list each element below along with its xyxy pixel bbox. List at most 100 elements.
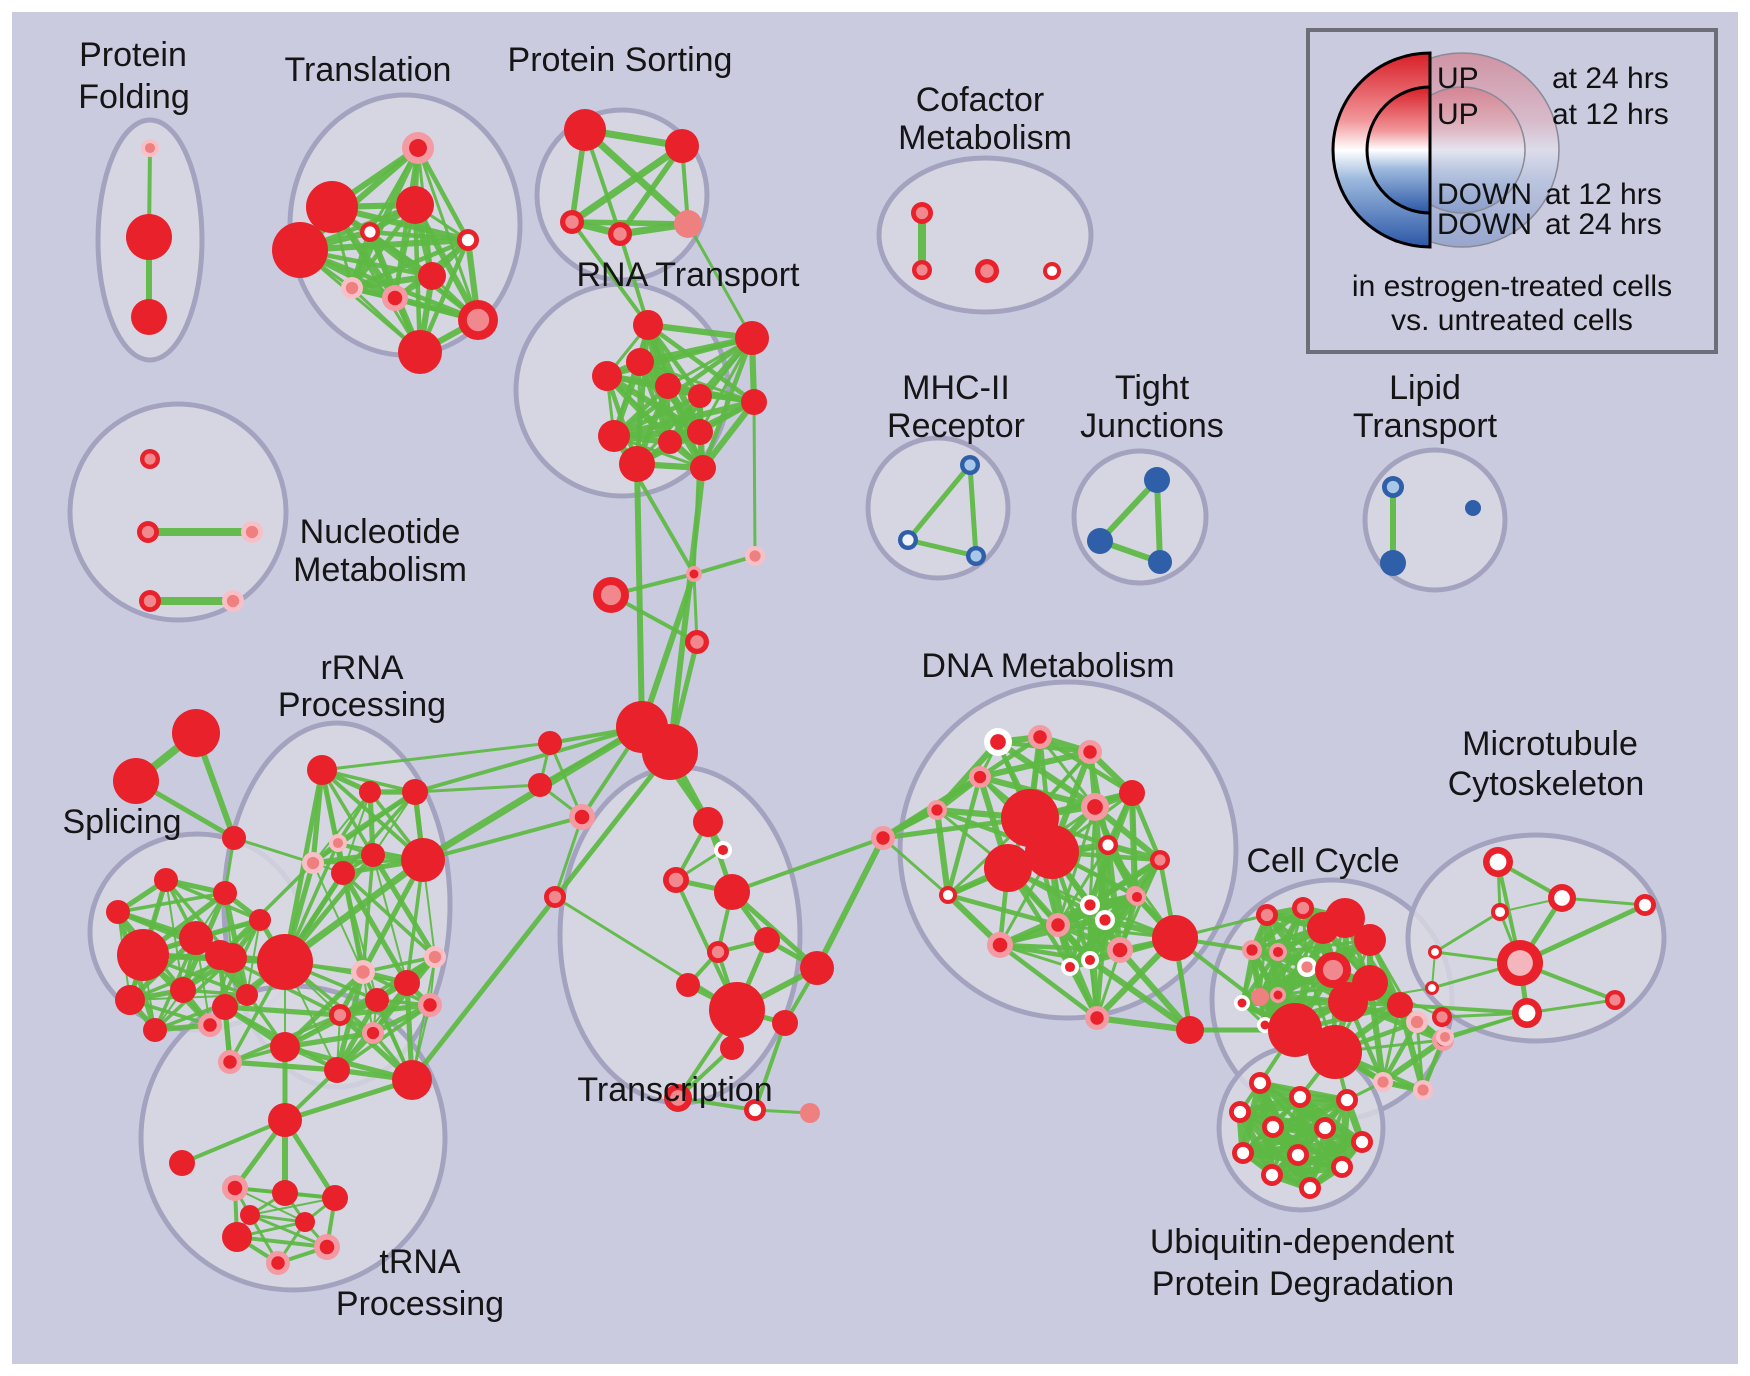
- network-node-ring: [984, 844, 1032, 892]
- network-node-center: [1431, 948, 1439, 956]
- network-node-center: [1051, 918, 1065, 932]
- network-node-center: [1236, 1146, 1250, 1160]
- network-node-center: [1272, 946, 1284, 958]
- network-link-edge: [814, 835, 886, 971]
- network-node-center: [428, 950, 442, 964]
- network-node-ring: [331, 861, 355, 885]
- network-edge: [977, 734, 1043, 780]
- cluster-ellipse-cofactor-metabolism: [876, 155, 1094, 315]
- network-node-ring: [1119, 780, 1145, 806]
- legend-caption-line1: in estrogen-treated cells: [1352, 270, 1672, 303]
- network-link-edge: [570, 220, 650, 327]
- network-node-ring: [154, 868, 178, 892]
- network-node-center: [1638, 898, 1652, 912]
- cluster-label-splicing: Splicing: [62, 803, 181, 841]
- network-node-ring: [665, 129, 699, 163]
- network-link-edge: [618, 232, 650, 327]
- network-edge: [1068, 895, 1139, 969]
- network-node-ring: [418, 262, 446, 290]
- network-edge: [905, 537, 979, 559]
- cluster-label-protein-folding: Folding: [78, 78, 190, 116]
- network-node-center: [1112, 942, 1128, 958]
- cluster-label-tight-junctions: Tight: [1115, 369, 1190, 407]
- network-node-center: [1494, 906, 1506, 918]
- network-node-ring: [735, 321, 769, 355]
- network-node-center: [670, 1090, 686, 1106]
- network-node-ring: [324, 1057, 350, 1083]
- network-node-ring: [205, 940, 235, 970]
- network-node-center: [1293, 1090, 1307, 1104]
- network-edge: [1396, 1001, 1427, 1094]
- network-node-ring: [800, 951, 834, 985]
- cluster-label-microtubule-cytoskeleton: Microtubule: [1462, 725, 1638, 763]
- network-node-center: [548, 890, 562, 904]
- network-node-center: [1033, 730, 1047, 744]
- network-edge: [235, 1235, 329, 1249]
- network-edge: [905, 462, 973, 543]
- legend-direction-label: UP: [1437, 62, 1479, 95]
- network-node-center: [1090, 1011, 1104, 1025]
- network-node-ring: [626, 348, 654, 376]
- network-node-center: [717, 844, 729, 856]
- network-node-center: [143, 594, 157, 608]
- network-node-center: [964, 459, 976, 471]
- network-node-ring: [538, 731, 562, 755]
- network-node-ring: [295, 1212, 315, 1232]
- network-edge: [1379, 1036, 1447, 1086]
- network-node-center: [1355, 1135, 1369, 1149]
- network-node-ring: [240, 1205, 260, 1225]
- network-edge: [338, 955, 437, 1017]
- network-node-center: [1253, 1076, 1267, 1090]
- network-edge: [411, 956, 436, 1081]
- network-edge: [281, 856, 427, 966]
- network-node-center: [1246, 944, 1258, 956]
- cluster-label-nucleotide-metabolism: Nucleotide: [300, 513, 461, 551]
- cluster-label-tight-junctions: Junctions: [1080, 407, 1224, 445]
- network-node-center: [1340, 1093, 1354, 1107]
- network-node-ring: [688, 384, 712, 408]
- network-edge: [1154, 477, 1163, 565]
- network-node-center: [1489, 853, 1507, 871]
- network-node-center: [387, 290, 403, 306]
- network-node-center: [973, 770, 987, 784]
- network-node-ring: [170, 977, 196, 1003]
- legend-time-label: at 12 hrs: [1545, 178, 1662, 211]
- cluster-label-nucleotide-metabolism: Metabolism: [293, 551, 467, 589]
- network-node-center: [461, 233, 475, 247]
- network-node-center: [1554, 890, 1570, 906]
- network-node-center: [565, 215, 579, 229]
- network-node-ring: [392, 1060, 432, 1100]
- network-edge: [1236, 1096, 1351, 1116]
- network-node-center: [144, 453, 156, 465]
- legend-caption-line2: vs. untreated cells: [1391, 304, 1633, 337]
- network-node-center: [1518, 1004, 1536, 1022]
- network-node-center: [333, 1008, 347, 1022]
- cluster-label-lipid-transport: Transport: [1353, 407, 1498, 445]
- network-edge: [699, 398, 758, 472]
- network-edge: [222, 1004, 343, 1018]
- cluster-ellipse-tight-junctions: [1071, 448, 1209, 586]
- network-node-ring: [117, 929, 169, 981]
- legend-time-label: at 12 hrs: [1552, 98, 1669, 131]
- network-node-center: [1233, 1105, 1247, 1119]
- network-node-ring: [236, 984, 258, 1006]
- cluster-label-cell-cycle: Cell Cycle: [1246, 842, 1399, 880]
- network-node-ring: [674, 210, 702, 238]
- network-edge: [320, 768, 425, 862]
- network-node-center: [345, 281, 359, 295]
- network-node-ring: [272, 222, 328, 278]
- cluster-label-cofactor-metabolism: Cofactor: [916, 81, 1045, 119]
- network-node-ring: [131, 299, 167, 335]
- network-node-center: [1083, 745, 1097, 759]
- cluster-label-mhc2-receptor: MHC-II: [902, 369, 1010, 407]
- network-node-ring: [126, 214, 172, 260]
- network-edge: [1248, 904, 1307, 954]
- network-link-edge: [730, 836, 885, 894]
- network-node-center: [1084, 954, 1096, 966]
- legend-direction-label: UP: [1437, 98, 1479, 131]
- network-node-center: [931, 804, 943, 816]
- network-edge: [361, 955, 437, 974]
- network-node-ring: [115, 985, 145, 1015]
- network-node-center: [574, 809, 590, 825]
